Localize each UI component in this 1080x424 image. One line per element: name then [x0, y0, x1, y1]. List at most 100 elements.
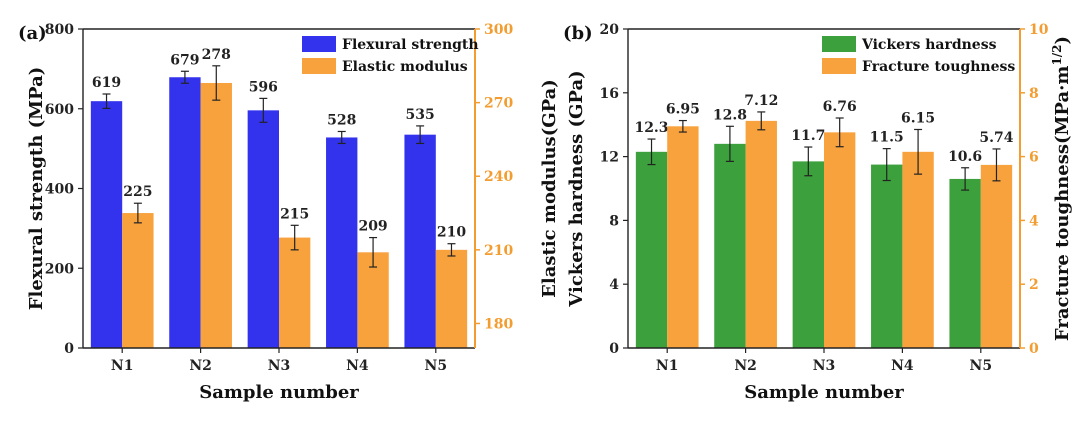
bar-vickers-hardness-n4 — [871, 164, 903, 348]
data-label: 12.3 — [634, 120, 668, 136]
x-tick-label: N1 — [656, 358, 679, 374]
right-y-tick-label: 180 — [484, 316, 513, 332]
x-tick-label: N2 — [734, 358, 757, 374]
error-bar — [447, 243, 456, 257]
panel-label: (a) — [18, 23, 47, 44]
legend-label: Flexural strength — [342, 37, 479, 53]
right-y-tick-label: 10 — [1029, 22, 1049, 38]
bar-elastic-modulus-n4 — [357, 252, 389, 348]
panel-a-chart: (a) 619 679 596 528 535 225 278 215 209 210 0 200 400… — [18, 22, 560, 403]
left-y-axis-title: Flexural strength (MPa) — [26, 67, 47, 311]
panel-b-chart: (b) 12.3 12.8 11.7 11.5 10.6 6.95 7.12 6.76 6.15 5… — [563, 22, 1073, 403]
bar-fracture-toughness-n5 — [980, 164, 1013, 348]
error-bar — [678, 119, 687, 133]
left-y-tick-label: 12 — [600, 150, 619, 166]
data-label: 6.15 — [901, 110, 935, 126]
bar-flexural-strength-n1 — [90, 101, 123, 348]
left-y-tick-label: 0 — [609, 341, 619, 357]
right-y-axis-title-main: Fracture toughness(MPa·m — [1052, 66, 1073, 342]
bar-fracture-toughness-n3 — [824, 132, 856, 348]
x-tick-label: N3 — [813, 358, 836, 374]
right-y-axis-title-main: Elastic modulus(GPa) — [539, 79, 560, 298]
left-y-tick-label: 200 — [45, 261, 74, 277]
legend-swatch — [302, 36, 336, 52]
bar-flexural-strength-n3 — [247, 110, 279, 348]
error-bar — [416, 125, 425, 145]
data-label: 11.7 — [791, 128, 825, 144]
left-y-tick-label: 0 — [64, 341, 74, 357]
data-label: 12.8 — [713, 107, 747, 123]
legend-label: Fracture toughness — [862, 59, 1015, 75]
data-label: 596 — [249, 79, 278, 95]
left-y-tick-label: 600 — [45, 102, 74, 118]
bar-vickers-hardness-n5 — [949, 178, 981, 348]
bar-elastic-modulus-n3 — [279, 237, 311, 348]
left-y-tick-label: 800 — [45, 22, 74, 38]
bar-elastic-modulus-n5 — [435, 249, 468, 348]
bar-flexural-strength-n5 — [404, 134, 436, 348]
right-y-axis-title: Fracture toughness(MPa·m1/2) — [1050, 36, 1073, 341]
bar-fracture-toughness-n1 — [667, 126, 699, 348]
right-y-tick-label: 4 — [1029, 213, 1039, 229]
data-label: 679 — [170, 52, 199, 68]
bar-fracture-toughness-n2 — [745, 120, 777, 348]
x-axis-title: Sample number — [199, 382, 359, 403]
bar-vickers-hardness-n2 — [714, 143, 746, 348]
legend-label: Vickers hardness — [861, 37, 997, 53]
right-y-tick-label: 240 — [484, 169, 513, 185]
data-label: 210 — [437, 225, 466, 241]
bar-elastic-modulus-n2 — [200, 82, 232, 348]
data-label: 215 — [280, 206, 309, 222]
x-axis-title: Sample number — [744, 382, 904, 403]
right-y-axis-title-tail: ) — [1052, 36, 1073, 45]
error-bar — [133, 202, 142, 224]
error-bar — [804, 146, 813, 177]
data-label: 5.74 — [979, 130, 1013, 146]
x-tick-label: N5 — [425, 358, 448, 374]
error-bar — [757, 111, 766, 131]
left-y-tick-label: 16 — [600, 86, 619, 102]
x-tick-label: N5 — [970, 358, 993, 374]
right-y-tick-label: 270 — [484, 96, 513, 112]
bar-fracture-toughness-n4 — [902, 151, 934, 348]
error-bar — [102, 93, 111, 109]
error-bar — [992, 148, 1001, 182]
right-y-tick-label: 6 — [1029, 150, 1039, 166]
data-label: 535 — [406, 107, 435, 123]
error-bar — [259, 97, 268, 123]
data-label: 7.12 — [744, 93, 778, 109]
error-bar — [369, 236, 378, 268]
error-bar — [180, 70, 189, 84]
error-bar — [725, 125, 734, 162]
right-y-axis-title: Elastic modulus(GPa) — [539, 79, 560, 298]
bar-flexural-strength-n4 — [326, 137, 358, 348]
legend-swatch — [822, 36, 856, 52]
x-tick-label: N4 — [891, 358, 914, 374]
legend: Flexural strength Elastic modulus — [302, 36, 479, 75]
right-y-tick-label: 0 — [1029, 341, 1039, 357]
bar-vickers-hardness-n3 — [792, 161, 824, 348]
data-label: 11.5 — [870, 130, 904, 146]
bar-vickers-hardness-n1 — [635, 151, 668, 348]
right-y-tick-label: 210 — [484, 243, 513, 259]
left-y-tick-label: 8 — [609, 213, 619, 229]
left-y-axis-title: Vickers hardness (GPa) — [566, 70, 587, 307]
legend-swatch — [822, 58, 856, 74]
data-label: 6.95 — [666, 102, 700, 118]
x-tick-label: N1 — [111, 358, 134, 374]
right-y-tick-label: 2 — [1029, 277, 1039, 293]
error-bar — [212, 65, 221, 101]
data-label: 209 — [358, 219, 387, 235]
data-label: 6.76 — [823, 99, 857, 115]
data-label: 225 — [123, 184, 152, 200]
left-y-tick-label: 400 — [45, 182, 74, 198]
legend-swatch — [302, 58, 336, 74]
data-label: 528 — [327, 112, 356, 128]
right-y-tick-label: 300 — [484, 22, 513, 38]
error-bar — [882, 148, 891, 182]
error-bar — [835, 117, 844, 148]
error-bar — [290, 224, 299, 251]
right-y-tick-label: 8 — [1029, 86, 1039, 102]
right-y-axis-title-superscript: 1/2 — [1050, 44, 1064, 65]
